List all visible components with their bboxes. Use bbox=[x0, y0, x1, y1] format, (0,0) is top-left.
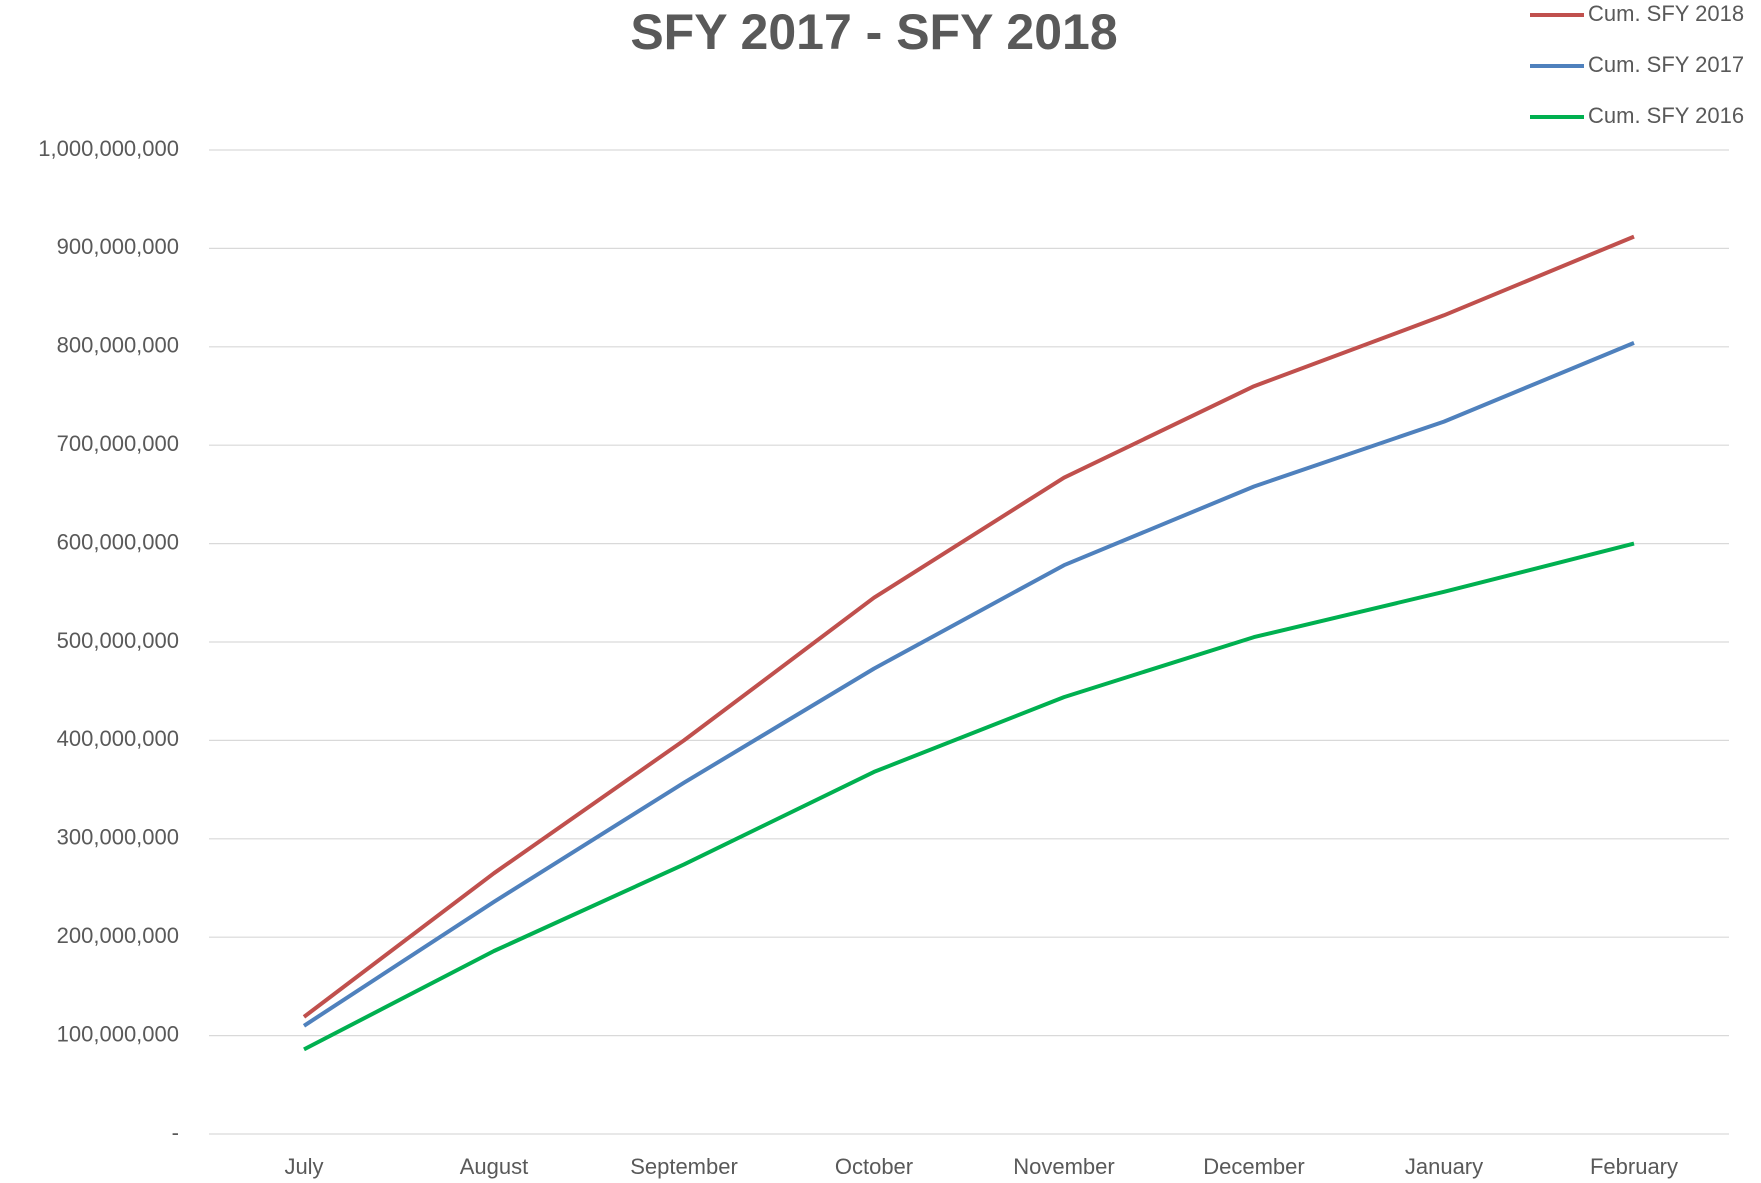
x-tick-label: August bbox=[460, 1154, 529, 1179]
x-tick-label: January bbox=[1405, 1154, 1483, 1179]
legend-label: Cum. SFY 2016 bbox=[1588, 103, 1744, 128]
y-tick-label: 600,000,000 bbox=[57, 529, 179, 554]
legend-label: Cum. SFY 2018 bbox=[1588, 1, 1744, 26]
x-tick-label: December bbox=[1203, 1154, 1304, 1179]
x-tick-label: July bbox=[284, 1154, 323, 1179]
y-tick-label: 200,000,000 bbox=[57, 923, 179, 948]
y-tick-label: 400,000,000 bbox=[57, 726, 179, 751]
y-tick-label: 500,000,000 bbox=[57, 628, 179, 653]
series-line bbox=[303, 541, 1635, 1052]
x-tick-label: September bbox=[630, 1154, 738, 1179]
y-tick-label: 800,000,000 bbox=[57, 333, 179, 358]
x-tick-label: February bbox=[1590, 1154, 1678, 1179]
y-tick-label: 700,000,000 bbox=[57, 431, 179, 456]
series-line bbox=[302, 234, 1635, 1019]
x-tick-label: November bbox=[1013, 1154, 1114, 1179]
series-line bbox=[302, 341, 1635, 1028]
x-tick-label: October bbox=[835, 1154, 913, 1179]
y-tick-label: 300,000,000 bbox=[57, 825, 179, 850]
y-tick-label: 100,000,000 bbox=[57, 1021, 179, 1046]
y-tick-label: 1,000,000,000 bbox=[38, 136, 179, 161]
chart-title: SFY 2017 - SFY 2018 bbox=[630, 4, 1117, 60]
legend-label: Cum. SFY 2017 bbox=[1588, 52, 1744, 77]
y-tick-label: 900,000,000 bbox=[57, 234, 179, 259]
y-tick-label: - bbox=[172, 1120, 179, 1145]
